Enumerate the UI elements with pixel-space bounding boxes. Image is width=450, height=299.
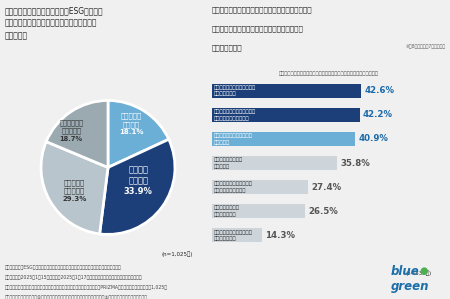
- Wedge shape: [99, 139, 175, 234]
- Text: blue: blue: [391, 265, 419, 278]
- Text: 投資家としての社会的責任・
意義だと感じているから: 投資家としての社会的責任・ 意義だと感じているから: [214, 109, 256, 120]
- FancyBboxPatch shape: [212, 84, 361, 98]
- Text: あまり活用
していない
29.3%: あまり活用 していない 29.3%: [62, 180, 87, 202]
- Text: (n=533人): (n=533人): [406, 270, 432, 276]
- Text: 投資対象企業の選定において、ESG（環境・
社会・ガバナンス）情報をどの程度活用して
いますか？: 投資対象企業の選定において、ESG（環境・ 社会・ガバナンス）情報をどの程度活用…: [4, 6, 103, 40]
- FancyBboxPatch shape: [212, 228, 262, 242]
- Text: ・調査期間：2025年1月15日（水）〜2025年1月17日（金）　・調査方法：インターネット調査: ・調査期間：2025年1月15日（水）〜2025年1月17日（金） ・調査方法：…: [4, 275, 142, 280]
- FancyBboxPatch shape: [212, 108, 360, 122]
- Text: －「とても活用している」「やや活用している」と回答した方が回答－: －「とても活用している」「やや活用している」と回答した方が回答－: [279, 71, 378, 76]
- Wedge shape: [46, 100, 108, 167]
- Text: 26.5%: 26.5%: [308, 207, 338, 216]
- FancyBboxPatch shape: [212, 132, 355, 146]
- Text: 「とても活用している」「やや活用している」理由: 「とても活用している」「やや活用している」理由: [212, 6, 312, 13]
- Text: green: green: [391, 280, 429, 293]
- Wedge shape: [41, 142, 108, 234]
- Text: 信頼できる企業か
判断できるから: 信頼できる企業か 判断できるから: [214, 205, 240, 217]
- FancyBboxPatch shape: [212, 180, 308, 194]
- Text: やや活用
している
33.9%: やや活用 している 33.9%: [124, 165, 153, 196]
- Text: 14.3%: 14.3%: [265, 231, 295, 239]
- Text: とても活用
している
18.1%: とても活用 している 18.1%: [119, 113, 144, 135]
- Text: 35.8%: 35.8%: [341, 158, 370, 167]
- Text: まったく活用
していない
18.7%: まったく活用 していない 18.7%: [59, 120, 83, 142]
- Wedge shape: [108, 100, 169, 167]
- Text: 42.6%: 42.6%: [364, 86, 394, 95]
- Text: ●: ●: [420, 266, 428, 276]
- Text: ※全8項目中上位7項目を掲載: ※全8項目中上位7項目を掲載: [405, 44, 446, 49]
- FancyBboxPatch shape: [212, 204, 305, 218]
- FancyBboxPatch shape: [212, 156, 337, 170]
- Text: リターンの獲得・安定化に
役立つから: リターンの獲得・安定化に 役立つから: [214, 133, 253, 145]
- Text: 40.9%: 40.9%: [359, 135, 388, 144]
- Text: （複数回答可）: （複数回答可）: [212, 44, 242, 51]
- Text: 42.2%: 42.2%: [363, 110, 393, 119]
- Text: としては、どのようなものが挙げられますか？: としては、どのようなものが挙げられますか？: [212, 25, 303, 32]
- Text: 企業の長期的な持続可能性を
評価できるから: 企業の長期的な持続可能性を 評価できるから: [214, 85, 256, 97]
- Text: 27.4%: 27.4%: [311, 183, 341, 192]
- Text: ・調査元：株式会社エスプールブルードットグリーン　　・モニター提供元：PRIZMAリサーチ　　・調査人数：1,025人: ・調査元：株式会社エスプールブルードットグリーン ・モニター提供元：PRIZMA…: [4, 285, 167, 290]
- Text: (n=1,025人): (n=1,025人): [161, 251, 193, 257]
- Text: 企業の環境への取り組みを
評価できるから: 企業の環境への取り組みを 評価できるから: [214, 230, 253, 241]
- Text: 〔調査概要：「ESG（環境・社会・ガバナンス）情報開示の投資への影響」に関する調査〕: 〔調査概要：「ESG（環境・社会・ガバナンス）情報開示の投資への影響」に関する調…: [4, 265, 121, 270]
- Text: 投資リスクの把握に
役立つから: 投資リスクの把握に 役立つから: [214, 157, 243, 169]
- Text: 社会的責任を果たしている
企業か判断できるから: 社会的責任を果たしている 企業か判断できるから: [214, 181, 253, 193]
- Text: ・調査対象：調査回答時に①機関投資家に勧めていて資産運用に関わっている／②個人投資家と回答したモニター: ・調査対象：調査回答時に①機関投資家に勧めていて資産運用に関わっている／②個人投…: [4, 295, 148, 299]
